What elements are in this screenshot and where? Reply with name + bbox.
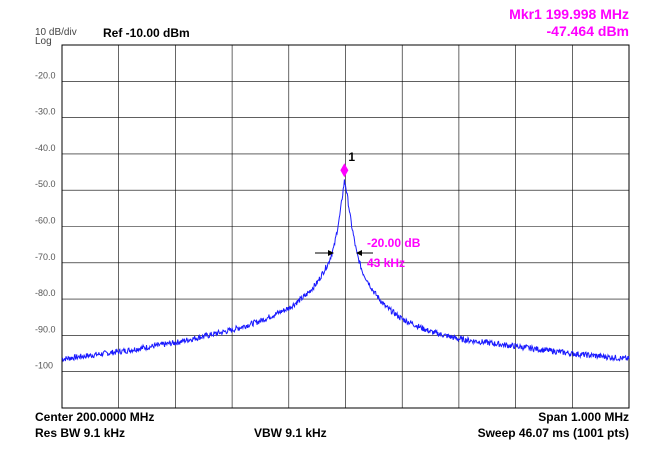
y-tick-label: -50.0 — [35, 179, 56, 189]
y-tick-label: -40.0 — [35, 143, 56, 153]
y-tick-label: -20.0 — [35, 70, 56, 80]
y-tick-label: -90.0 — [35, 324, 56, 334]
scale-mode: Log — [35, 36, 52, 47]
y-tick-label: -70.0 — [35, 252, 56, 262]
y-tick-label: -30.0 — [35, 107, 56, 117]
grid — [62, 45, 629, 408]
y-tick-label: -100 — [35, 361, 53, 371]
ref-label: Ref -10.00 dBm — [103, 26, 190, 40]
right-arrow-head — [356, 250, 362, 256]
marker-freq-readout: Mkr1 199.998 MHz — [509, 6, 629, 22]
y-tick-label: -60.0 — [35, 216, 56, 226]
trace-line — [61, 179, 630, 363]
y-tick-labels: -20.0 -30.0 -40.0 -50.0 -60.0 -70.0 -80.0 -90.0… — [35, 70, 56, 370]
res-bw-label: Res BW 9.1 kHz — [35, 426, 125, 440]
delta-db-annotation: -20.00 dB — [367, 236, 421, 250]
center-freq-label: Center 200.0000 MHz — [35, 410, 154, 424]
span-label: Span 1.000 MHz — [538, 410, 629, 424]
vbw-label: VBW 9.1 kHz — [254, 426, 327, 440]
y-tick-label: -80.0 — [35, 288, 56, 298]
bandwidth-arrows — [315, 250, 373, 256]
marker-1 — [340, 163, 349, 178]
scale-label: 10 dB/div — [35, 27, 77, 38]
left-arrow-head — [328, 250, 334, 256]
marker-amp-readout: -47.464 dBm — [547, 23, 629, 39]
sweep-label: Sweep 46.07 ms (1001 pts) — [478, 426, 629, 440]
bandwidth-annotation: 43 kHz — [367, 256, 405, 270]
marker-1-label: 1 — [348, 150, 355, 164]
